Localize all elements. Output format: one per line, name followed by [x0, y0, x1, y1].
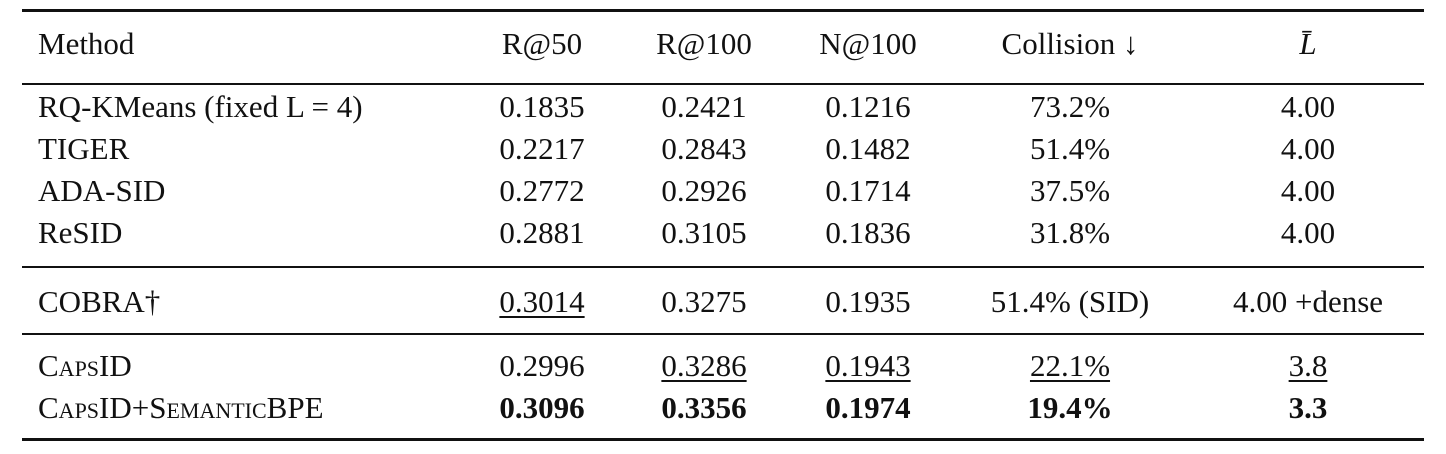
value-cell: 37.5%	[1029, 173, 1111, 208]
value-cell: 4.00	[1280, 89, 1336, 124]
value-cell: 51.4%	[1029, 131, 1111, 166]
value-cell: 22.1%	[1029, 348, 1111, 383]
value-cell: 0.1835	[499, 89, 585, 124]
header-cell: Method	[38, 26, 135, 61]
value-cell: 0.1836	[825, 215, 911, 250]
method-cell: ADA-SID	[38, 173, 166, 208]
value-cell: 0.1714	[825, 173, 911, 208]
value-cell: 0.1216	[825, 89, 911, 124]
value-cell: 0.2772	[499, 173, 585, 208]
value-cell: 0.1943	[825, 348, 911, 383]
value-cell: 19.4%	[1027, 390, 1113, 425]
header-cell: Collision ↓	[1001, 26, 1139, 61]
method-cell: RQ-KMeans (fixed L = 4)	[38, 89, 363, 124]
value-cell: 51.4% (SID)	[990, 284, 1150, 319]
method-cell: COBRA†	[38, 284, 161, 319]
method-cell: TIGER	[38, 131, 130, 166]
value-cell: 0.1482	[825, 131, 911, 166]
value-cell: 73.2%	[1029, 89, 1111, 124]
top-rule	[22, 9, 1424, 12]
value-cell: 0.2996	[499, 348, 585, 383]
value-cell: 0.3096	[499, 390, 585, 425]
group-rule	[22, 266, 1424, 268]
header-cell: L̄	[1299, 26, 1317, 61]
header-cell: N@100	[819, 26, 917, 61]
value-cell: 0.1935	[825, 284, 911, 319]
value-cell: 0.2881	[499, 215, 585, 250]
value-cell: 4.00	[1280, 173, 1336, 208]
value-cell: 0.3275	[661, 284, 747, 319]
bottom-rule	[22, 438, 1424, 441]
value-cell: 0.1974	[825, 390, 911, 425]
value-cell: 0.3014	[499, 284, 585, 319]
header-cell: R@100	[656, 26, 752, 61]
method-cell: CapsID+SemanticBPE	[38, 390, 324, 425]
value-cell: 3.3	[1288, 390, 1328, 425]
value-cell: 0.2926	[661, 173, 747, 208]
value-cell: 4.00	[1280, 131, 1336, 166]
group-rule	[22, 333, 1424, 335]
value-cell: 4.00	[1280, 215, 1336, 250]
value-cell: 31.8%	[1029, 215, 1111, 250]
method-cell: CapsID	[38, 348, 132, 383]
value-cell: 0.2421	[661, 89, 747, 124]
value-cell: 0.3286	[661, 348, 747, 383]
value-cell: 4.00 +dense	[1232, 284, 1384, 319]
header-cell: R@50	[501, 26, 583, 61]
value-cell: 0.2217	[499, 131, 585, 166]
value-cell: 0.3105	[661, 215, 747, 250]
value-cell: 3.8	[1288, 348, 1328, 383]
value-cell: 0.3356	[661, 390, 747, 425]
method-cell: ReSID	[38, 215, 123, 250]
value-cell: 0.2843	[661, 131, 747, 166]
header-rule	[22, 83, 1424, 85]
